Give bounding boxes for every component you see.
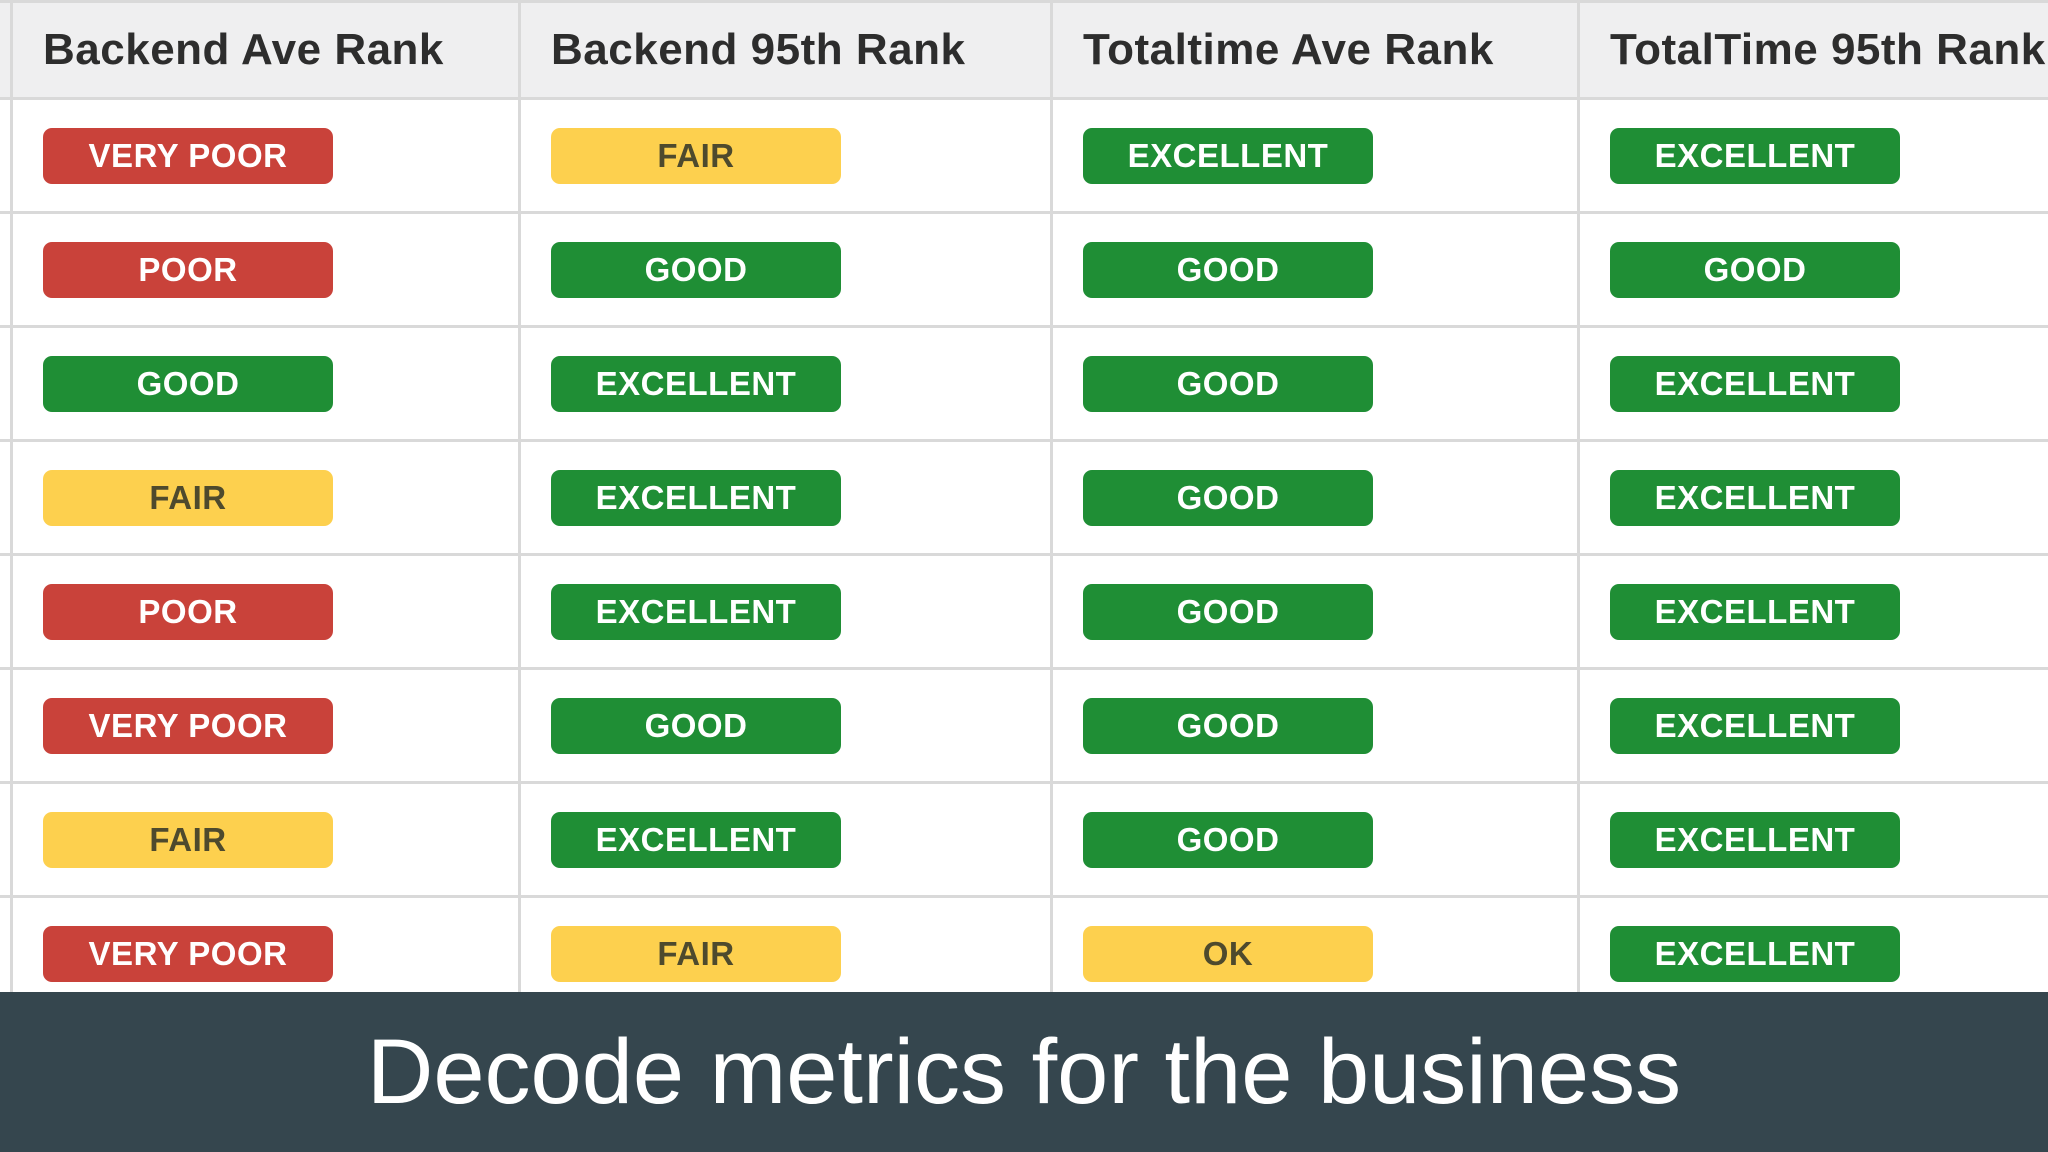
rank-badge: EXCELLENT [1610,583,1900,640]
column-header-label: Backend Ave Rank [43,25,444,74]
table-cell: EXCELLENT [521,442,1053,556]
rank-badge: EXCELLENT [1610,811,1900,868]
rank-badge: EXCELLENT [1610,469,1900,526]
table-cell: FAIR [521,100,1053,214]
rank-badge: GOOD [1083,697,1373,754]
clipped-left-column-cell [0,670,13,784]
rank-badge: VERY POOR [43,697,333,754]
table-row: VERY POOR FAIR OK EXCELLENT [0,898,2048,1012]
rank-badge: EXCELLENT [551,355,841,412]
column-header-backend-ave-rank[interactable]: Backend Ave Rank [13,3,521,100]
table-header-row: Backend Ave Rank Backend 95th Rank Total… [0,3,2048,100]
rank-table: Backend Ave Rank Backend 95th Rank Total… [0,0,2048,1012]
table-cell: GOOD [1053,670,1580,784]
table-row: FAIR EXCELLENT GOOD EXCELLENT [0,442,2048,556]
table-cell: EXCELLENT [521,556,1053,670]
column-header-label: TotalTime 95th Rank [1610,25,2046,74]
column-header-backend-95th-rank[interactable]: Backend 95th Rank [521,3,1053,100]
clipped-left-column-cell [0,442,13,556]
rank-badge: EXCELLENT [1610,355,1900,412]
rank-badge: GOOD [1083,811,1373,868]
table-cell: EXCELLENT [1580,556,2048,670]
rank-badge: GOOD [1083,583,1373,640]
table-cell: EXCELLENT [521,784,1053,898]
table-cell: GOOD [1053,214,1580,328]
table-cell: FAIR [521,898,1053,1012]
table-cell: EXCELLENT [1580,784,2048,898]
table-cell: EXCELLENT [1053,100,1580,214]
table-cell: GOOD [521,214,1053,328]
rank-badge: EXCELLENT [1610,127,1900,184]
table-row: POOR GOOD GOOD GOOD [0,214,2048,328]
table-row: GOOD EXCELLENT GOOD EXCELLENT [0,328,2048,442]
rank-badge: VERY POOR [43,127,333,184]
table-row: VERY POOR FAIR EXCELLENT EXCELLENT [0,100,2048,214]
table-cell: EXCELLENT [1580,670,2048,784]
table-cell: VERY POOR [13,670,521,784]
rank-badge: POOR [43,241,333,298]
clipped-left-column-header [0,3,13,100]
table-row: FAIR EXCELLENT GOOD EXCELLENT [0,784,2048,898]
rank-badge: EXCELLENT [551,469,841,526]
rank-badge: GOOD [551,241,841,298]
table-cell: EXCELLENT [1580,898,2048,1012]
clipped-left-column-cell [0,784,13,898]
table-cell: EXCELLENT [521,328,1053,442]
clipped-left-column-cell [0,556,13,670]
rank-badge: GOOD [43,355,333,412]
table-cell: GOOD [521,670,1053,784]
table-cell: POOR [13,214,521,328]
rank-badge: POOR [43,583,333,640]
rank-badge: VERY POOR [43,925,333,982]
table-cell: FAIR [13,442,521,556]
table-cell: GOOD [1053,328,1580,442]
table-cell: GOOD [1053,784,1580,898]
rank-badge: EXCELLENT [1083,127,1373,184]
table-cell: VERY POOR [13,100,521,214]
caption-bar: Decode metrics for the business [0,992,2048,1152]
rank-badge: GOOD [551,697,841,754]
column-header-label: Backend 95th Rank [551,25,966,74]
clipped-left-column-cell [0,328,13,442]
rank-badge: FAIR [551,925,841,982]
rank-badge: EXCELLENT [551,811,841,868]
column-header-label: Totaltime Ave Rank [1083,25,1494,74]
table-cell: GOOD [1053,556,1580,670]
table-cell: EXCELLENT [1580,442,2048,556]
table-cell: GOOD [1053,442,1580,556]
rank-badge: EXCELLENT [1610,925,1900,982]
table-cell: POOR [13,556,521,670]
rank-badge: FAIR [43,469,333,526]
rank-badge: GOOD [1083,355,1373,412]
rank-badge: GOOD [1610,241,1900,298]
clipped-left-column-cell [0,214,13,328]
rank-badge: EXCELLENT [1610,697,1900,754]
rank-badge: FAIR [551,127,841,184]
rank-badge: EXCELLENT [551,583,841,640]
table-row: VERY POOR GOOD GOOD EXCELLENT [0,670,2048,784]
table-cell: EXCELLENT [1580,100,2048,214]
rank-badge: GOOD [1083,469,1373,526]
table-cell: FAIR [13,784,521,898]
table-cell: EXCELLENT [1580,328,2048,442]
table-cell: GOOD [1580,214,2048,328]
column-header-totaltime-95th-rank[interactable]: TotalTime 95th Rank [1580,3,2048,100]
rank-badge: GOOD [1083,241,1373,298]
rank-badge: FAIR [43,811,333,868]
table-row: POOR EXCELLENT GOOD EXCELLENT [0,556,2048,670]
table-cell: GOOD [13,328,521,442]
caption-text: Decode metrics for the business [366,1020,1682,1123]
rank-badge: OK [1083,925,1373,982]
column-header-totaltime-ave-rank[interactable]: Totaltime Ave Rank [1053,3,1580,100]
clipped-left-column-cell [0,100,13,214]
